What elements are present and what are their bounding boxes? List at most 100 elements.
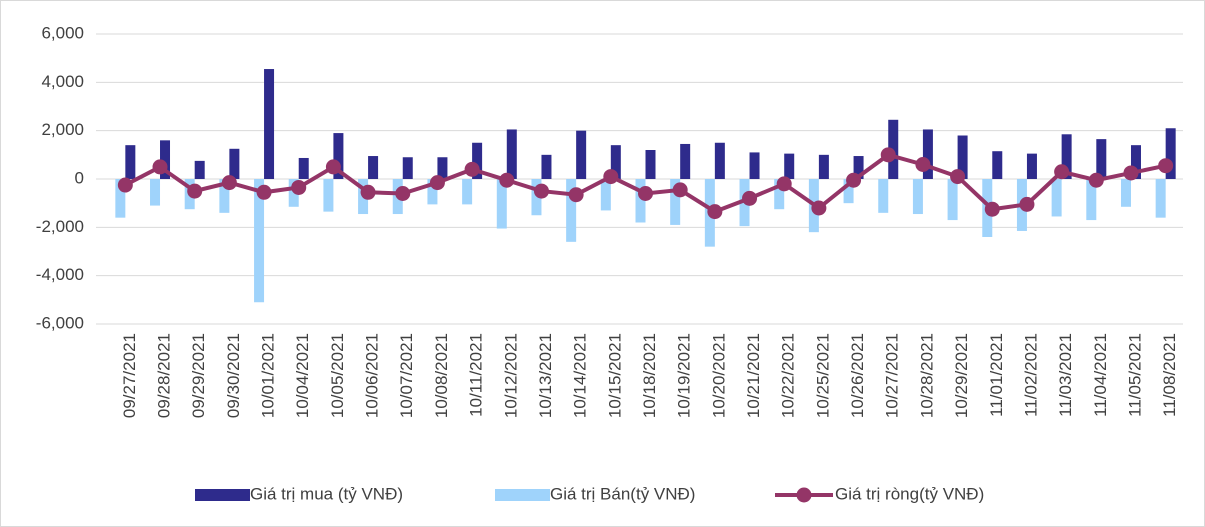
legend-label: Giá trị mua (tỷ VNĐ): [250, 484, 403, 503]
bar: [1120, 179, 1131, 207]
marker: [221, 175, 237, 191]
bar: [541, 154, 552, 179]
bar: [957, 135, 968, 179]
bar: [472, 142, 483, 179]
y-tick-label: 0: [75, 168, 84, 187]
x-tick-label: 11/05/2021: [1125, 333, 1144, 417]
bar: [125, 145, 136, 179]
marker: [360, 184, 376, 200]
bar: [298, 157, 309, 179]
x-tick-label: 10/25/2021: [813, 333, 832, 418]
bar: [912, 179, 923, 215]
marker: [325, 159, 341, 175]
bar: [254, 179, 265, 303]
bar: [368, 156, 379, 179]
bar: [600, 179, 611, 211]
x-tick-label: 10/29/2021: [952, 333, 971, 418]
bar: [610, 145, 621, 179]
marker: [256, 184, 272, 200]
marker: [707, 204, 723, 220]
marker: [568, 187, 584, 203]
marker: [1123, 165, 1139, 181]
marker: [603, 169, 619, 185]
bar: [1155, 179, 1166, 218]
x-tick-label: 10/19/2021: [675, 333, 694, 418]
bar: [1096, 139, 1107, 179]
bar: [462, 179, 473, 205]
x-tick-label: 11/03/2021: [1056, 333, 1075, 417]
marker: [950, 169, 966, 185]
marker: [152, 159, 168, 175]
marker: [742, 190, 758, 206]
marker: [984, 201, 1000, 217]
marker: [811, 200, 827, 216]
x-tick-label: 10/20/2021: [709, 333, 728, 418]
y-tick-label: 4,000: [41, 72, 84, 91]
bar: [333, 133, 344, 179]
bar: [1061, 134, 1072, 179]
marker: [1158, 158, 1174, 174]
bar: [1086, 179, 1097, 221]
marker: [464, 161, 480, 177]
marker: [187, 183, 203, 199]
marker: [117, 177, 133, 193]
bar: [219, 179, 230, 213]
marker: [429, 175, 445, 191]
bar: [843, 179, 854, 204]
x-tick-label: 10/26/2021: [848, 333, 867, 418]
bar: [749, 152, 760, 179]
marker: [1054, 164, 1070, 180]
bar: [506, 129, 517, 179]
legend-swatch: [195, 489, 250, 501]
bar: [427, 179, 438, 205]
bar: [576, 130, 587, 179]
y-tick-label: 2,000: [41, 120, 84, 139]
marker: [499, 172, 515, 188]
x-tick-label: 10/05/2021: [328, 333, 347, 418]
x-tick-label: 09/27/2021: [120, 333, 139, 418]
x-tick-label: 10/21/2021: [744, 333, 763, 418]
y-tick-label: -4,000: [36, 265, 84, 284]
bar: [194, 160, 205, 179]
bar: [1165, 128, 1176, 179]
bar: [774, 179, 785, 210]
bar: [402, 157, 413, 179]
bar: [947, 179, 958, 221]
marker: [533, 183, 549, 199]
x-tick-label: 10/06/2021: [363, 333, 382, 418]
bar: [496, 179, 507, 229]
bar: [992, 151, 1003, 179]
bar: [818, 154, 829, 179]
x-tick-label: 11/02/2021: [1021, 333, 1040, 417]
marker: [880, 147, 896, 163]
bar: [1026, 153, 1037, 179]
bar: [323, 179, 334, 212]
x-tick-label: 10/27/2021: [883, 333, 902, 418]
x-tick-label: 10/22/2021: [779, 333, 798, 418]
bar: [878, 179, 889, 213]
bar: [160, 140, 171, 179]
bar: [1130, 145, 1141, 179]
x-tick-label: 10/18/2021: [640, 333, 659, 418]
x-tick-label: 10/08/2021: [432, 333, 451, 418]
marker: [638, 186, 653, 201]
x-tick-label: 09/30/2021: [224, 333, 243, 418]
x-tick-label: 11/08/2021: [1160, 333, 1179, 417]
x-tick-label: 09/28/2021: [155, 333, 174, 418]
legend-label: Giá trị Bán(tỷ VNĐ): [550, 484, 695, 503]
bar: [264, 69, 275, 179]
marker: [395, 186, 411, 201]
bar: [150, 179, 161, 206]
x-tick-label: 10/12/2021: [501, 333, 520, 418]
marker: [776, 176, 792, 192]
bar: [437, 157, 448, 179]
bar: [784, 153, 795, 179]
x-tick-label: 10/01/2021: [259, 333, 278, 418]
marker: [1019, 196, 1035, 212]
x-tick-label: 11/01/2021: [987, 333, 1006, 417]
y-tick-label: -2,000: [36, 217, 84, 236]
x-tick-label: 11/04/2021: [1091, 333, 1110, 417]
x-tick-label: 10/07/2021: [397, 333, 416, 418]
